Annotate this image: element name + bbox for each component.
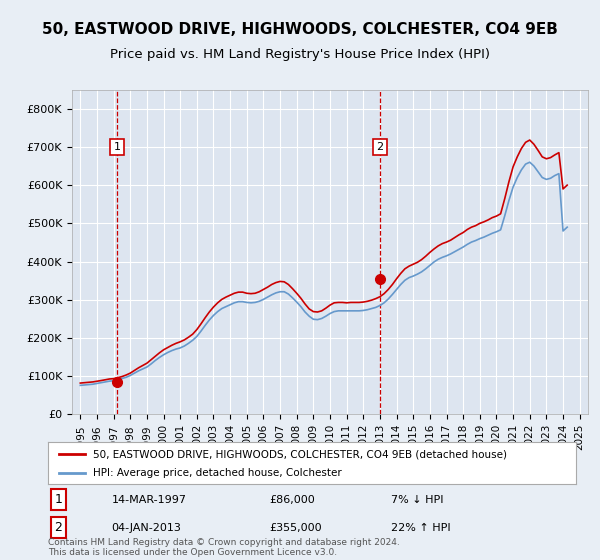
Text: 14-MAR-1997: 14-MAR-1997 — [112, 494, 187, 505]
Text: HPI: Average price, detached house, Colchester: HPI: Average price, detached house, Colc… — [93, 468, 341, 478]
Text: 2: 2 — [55, 521, 62, 534]
Text: 50, EASTWOOD DRIVE, HIGHWOODS, COLCHESTER, CO4 9EB: 50, EASTWOOD DRIVE, HIGHWOODS, COLCHESTE… — [42, 22, 558, 38]
Text: 1: 1 — [113, 142, 121, 152]
Text: 50, EASTWOOD DRIVE, HIGHWOODS, COLCHESTER, CO4 9EB (detached house): 50, EASTWOOD DRIVE, HIGHWOODS, COLCHESTE… — [93, 449, 507, 459]
Text: 7% ↓ HPI: 7% ↓ HPI — [391, 494, 444, 505]
Text: 22% ↑ HPI: 22% ↑ HPI — [391, 522, 451, 533]
Text: 2: 2 — [376, 142, 383, 152]
Text: £355,000: £355,000 — [270, 522, 322, 533]
Text: 04-JAN-2013: 04-JAN-2013 — [112, 522, 181, 533]
Text: Price paid vs. HM Land Registry's House Price Index (HPI): Price paid vs. HM Land Registry's House … — [110, 48, 490, 60]
Text: 1: 1 — [55, 493, 62, 506]
Text: £86,000: £86,000 — [270, 494, 316, 505]
Text: Contains HM Land Registry data © Crown copyright and database right 2024.
This d: Contains HM Land Registry data © Crown c… — [48, 538, 400, 557]
